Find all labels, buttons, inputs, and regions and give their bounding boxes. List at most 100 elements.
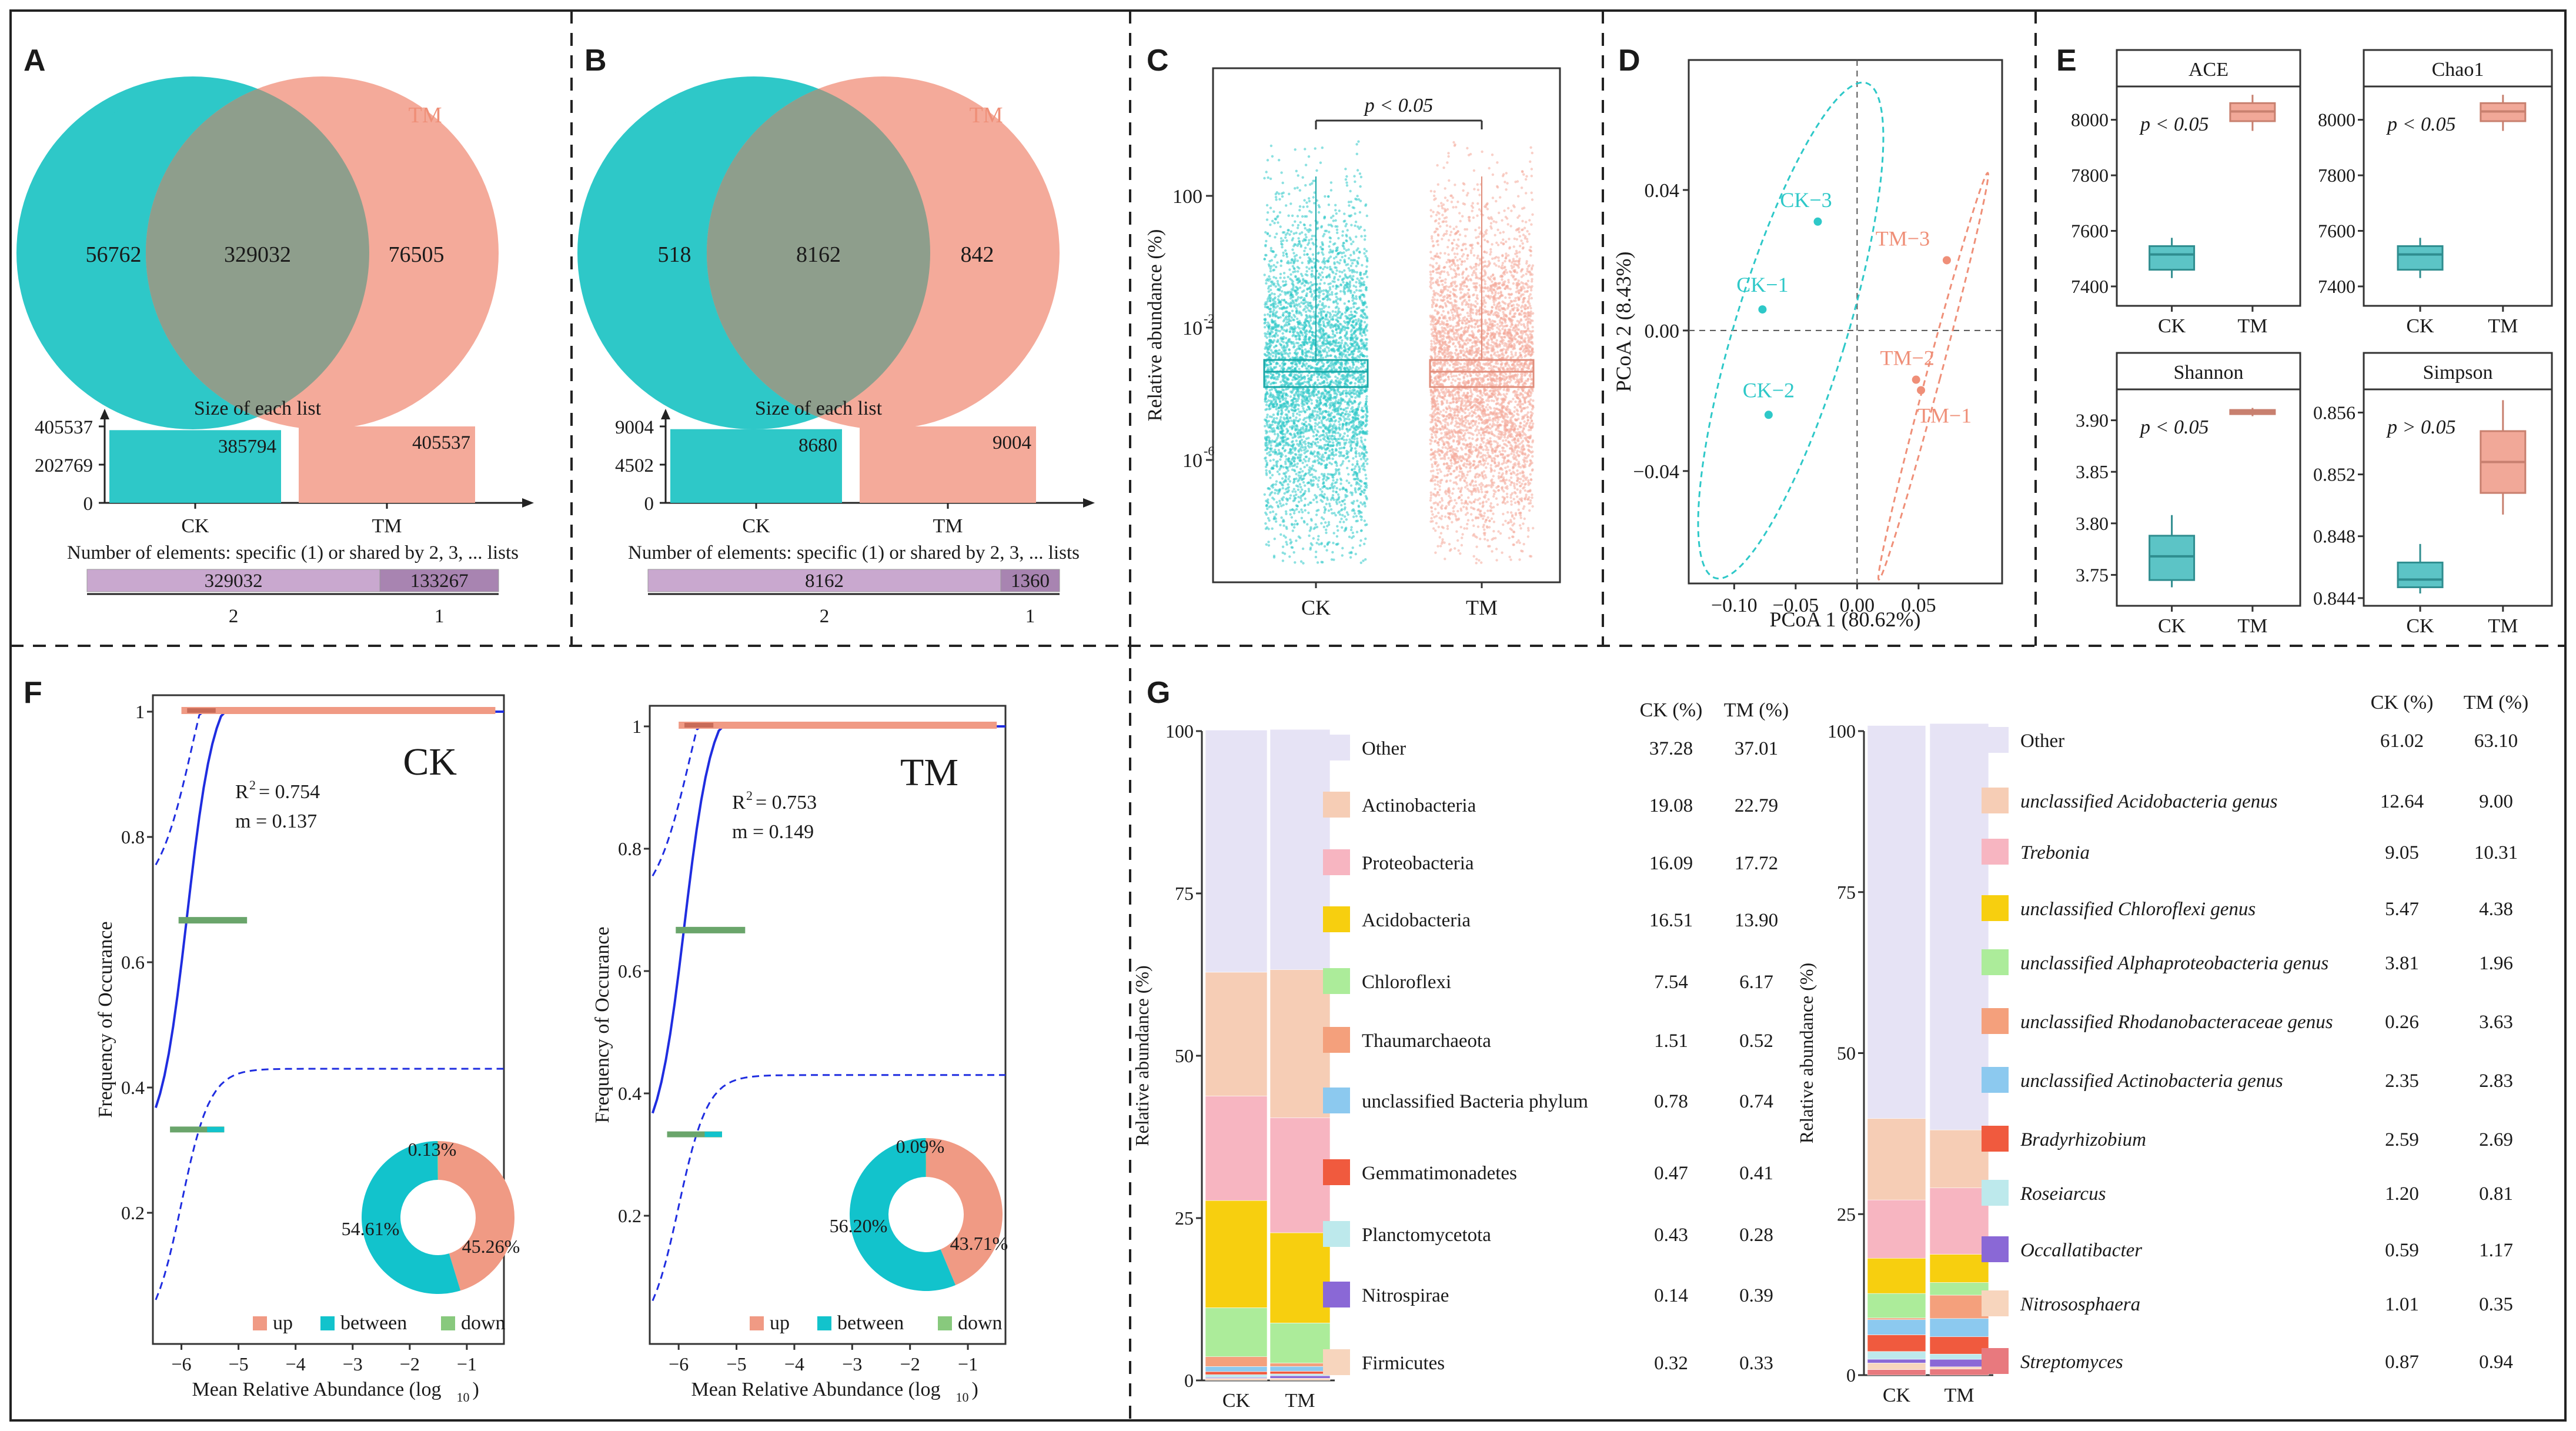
jitter-point [1282, 524, 1285, 527]
jitter-point [1331, 485, 1334, 488]
jitter-point [1277, 394, 1279, 397]
jitter-point [1326, 324, 1329, 327]
jitter-point [1365, 398, 1368, 401]
jitter-point [1303, 308, 1306, 311]
jitter-point [1279, 264, 1282, 267]
jitter-point [1266, 507, 1269, 511]
venn-overlap [145, 88, 370, 418]
jitter-point [1315, 393, 1318, 396]
jitter-point [1268, 423, 1271, 426]
jitter-point [1343, 502, 1347, 506]
jitter-point [1273, 451, 1277, 453]
jitter-point [1361, 375, 1365, 378]
jitter-point [1290, 419, 1293, 422]
panel-label-d: D [1618, 44, 1641, 78]
jitter-point [1281, 486, 1284, 490]
jitter-point [1360, 327, 1363, 330]
jitter-point [1298, 456, 1302, 460]
jitter-point [1293, 325, 1296, 328]
jitter-point [1279, 399, 1282, 403]
jitter-point [1337, 420, 1341, 423]
jitter-point [1339, 418, 1342, 422]
jitter-point [1269, 447, 1272, 451]
jitter-point [1314, 555, 1318, 559]
jitter-point [1284, 510, 1288, 513]
jitter-point [1331, 448, 1334, 451]
jitter-point [1341, 339, 1344, 342]
jitter-point [1353, 291, 1356, 294]
jitter-point [1429, 458, 1433, 461]
jitter-point [1339, 298, 1342, 302]
jitter-point [1275, 198, 1278, 201]
jitter-point [1355, 152, 1358, 155]
jitter-point [1343, 247, 1346, 250]
jitter-point [1292, 464, 1296, 467]
jitter-point [1342, 446, 1346, 449]
jitter-point [1302, 432, 1305, 435]
jitter-point [1361, 342, 1364, 345]
jitter-point [1276, 470, 1279, 473]
jitter-point [1327, 509, 1331, 512]
jitter-point [1294, 148, 1297, 151]
jitter-point [1287, 355, 1291, 358]
jitter-point [1325, 275, 1328, 279]
jitter-point [1359, 420, 1362, 423]
jitter-point [1359, 501, 1362, 504]
jitter-point [1332, 558, 1335, 561]
jitter-point [1334, 461, 1337, 464]
jitter-point [1293, 435, 1296, 439]
jitter-point [1308, 395, 1311, 398]
jitter-point [1281, 477, 1284, 480]
size-tick-label: 0 [644, 493, 654, 515]
jitter-point [1307, 303, 1309, 306]
jitter-point [1329, 417, 1332, 421]
jitter-point [1339, 290, 1342, 293]
jitter-point [1293, 523, 1296, 526]
jitter-point [1357, 320, 1360, 323]
jitter-point [1355, 365, 1358, 369]
jitter-point [1446, 319, 1449, 322]
jitter-point [1288, 268, 1291, 271]
size-of-each-list-label: Size of each list [755, 398, 883, 419]
jitter-point [1269, 459, 1272, 462]
jitter-point [1352, 457, 1355, 460]
jitter-point [1298, 286, 1302, 289]
jitter-point [1276, 426, 1279, 429]
jitter-point [1270, 415, 1274, 419]
jitter-point [1267, 342, 1270, 345]
jitter-point [1355, 390, 1358, 393]
jitter-point [1287, 469, 1289, 472]
jitter-point [1365, 451, 1368, 453]
jitter-point [1323, 545, 1327, 548]
jitter-point [1320, 522, 1323, 525]
jitter-point [1282, 368, 1285, 371]
jitter-point [1319, 347, 1322, 350]
jitter-point [1348, 481, 1351, 485]
jitter-point [1283, 325, 1286, 328]
jitter-point [1321, 302, 1324, 305]
jitter-point [1322, 257, 1326, 260]
jitter-point [1349, 428, 1352, 431]
jitter-point [1302, 302, 1305, 305]
jitter-point [1328, 375, 1332, 378]
jitter-point [1294, 376, 1297, 380]
jitter-point [1349, 484, 1353, 487]
jitter-point [1497, 256, 1500, 259]
jitter-point [1318, 282, 1322, 285]
jitter-point [1287, 491, 1289, 493]
jitter-point [1334, 272, 1338, 275]
jitter-point [1289, 230, 1293, 233]
jitter-point [1298, 459, 1302, 462]
jitter-point [1288, 497, 1291, 500]
jitter-point [1346, 452, 1349, 456]
jitter-point [1316, 375, 1319, 379]
jitter-point [1337, 432, 1340, 435]
jitter-point [1357, 198, 1361, 201]
jitter-point [1312, 392, 1315, 395]
jitter-point [1282, 254, 1285, 257]
jitter-point [1280, 242, 1283, 245]
jitter-point [1295, 493, 1298, 496]
jitter-point [1308, 331, 1311, 333]
jitter-point [1322, 324, 1325, 328]
jitter-point [1491, 173, 1495, 176]
